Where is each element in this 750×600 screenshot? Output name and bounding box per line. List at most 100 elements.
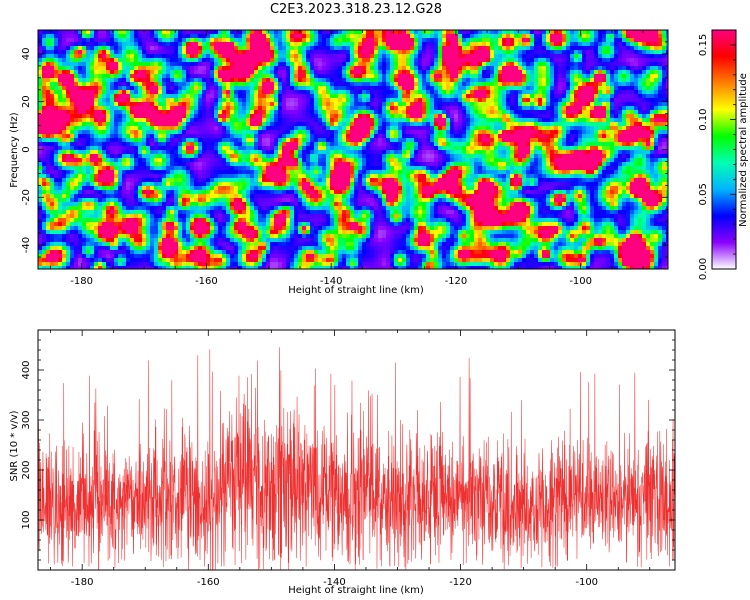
spectrogram-cell bbox=[58, 70, 63, 75]
spectrogram-cell bbox=[278, 142, 283, 147]
spectrogram-cell bbox=[134, 142, 139, 147]
spectrogram-cell bbox=[382, 130, 387, 135]
spectrogram-cell bbox=[662, 94, 667, 99]
spectrogram-cell bbox=[146, 138, 151, 143]
spectrogram-cell bbox=[410, 38, 415, 43]
spectrogram-cell bbox=[298, 78, 303, 83]
spectrogram-cell bbox=[322, 118, 327, 123]
spectrogram-cell bbox=[534, 58, 539, 63]
spectrogram-cell bbox=[666, 50, 668, 55]
spectrogram-cell bbox=[366, 74, 371, 79]
spectrogram-cell bbox=[346, 114, 351, 119]
spectrogram-cell bbox=[318, 118, 323, 123]
spectrogram-cell bbox=[554, 82, 559, 87]
spectrogram-cell bbox=[430, 66, 435, 71]
spectrogram-cell bbox=[634, 110, 639, 115]
spectrogram-cell bbox=[310, 150, 315, 155]
spectrogram-cell bbox=[170, 146, 175, 151]
spectrogram-cell bbox=[638, 58, 643, 63]
spectrogram-cell bbox=[262, 110, 267, 115]
spectrogram-cell bbox=[494, 42, 499, 47]
spectrogram-cell bbox=[566, 78, 571, 83]
spectrogram-cell bbox=[558, 146, 563, 151]
spectrogram-cell bbox=[654, 42, 659, 47]
spectrogram-cell bbox=[510, 82, 515, 87]
spectrogram-cell bbox=[470, 50, 475, 55]
spectrogram-cell bbox=[490, 146, 495, 151]
spectrogram-cell bbox=[138, 154, 143, 159]
spectrogram-cell bbox=[274, 54, 279, 59]
spectrogram-cell bbox=[82, 110, 87, 115]
spectrogram-cell bbox=[434, 114, 439, 119]
spectrogram-cell bbox=[186, 86, 191, 91]
spectrogram-cell bbox=[434, 90, 439, 95]
spectrogram-cell bbox=[246, 74, 251, 79]
spectrogram-cell bbox=[58, 78, 63, 83]
spectrogram-cell bbox=[98, 50, 103, 55]
spectrogram-cell bbox=[94, 34, 99, 39]
spectrogram-cell bbox=[498, 98, 503, 103]
spectrogram-cell bbox=[362, 102, 367, 107]
spectrogram-cell bbox=[66, 134, 71, 139]
spectrogram-cell bbox=[570, 50, 575, 55]
spectrogram-cell bbox=[342, 70, 347, 75]
spectrogram-cell bbox=[622, 34, 627, 39]
spectrogram-cell bbox=[90, 50, 95, 55]
spectrogram-cell bbox=[138, 66, 143, 71]
spectrogram-cell bbox=[558, 142, 563, 147]
spectrogram-cell bbox=[342, 94, 347, 99]
spectrogram-cell bbox=[482, 42, 487, 47]
spectrogram-cell bbox=[638, 82, 643, 87]
spectrogram-cell bbox=[310, 66, 315, 71]
spectrogram-cell bbox=[394, 54, 399, 59]
spectrogram-cell bbox=[378, 54, 383, 59]
spectrogram-cell bbox=[78, 142, 83, 147]
spectrogram-cell bbox=[622, 82, 627, 87]
spectrogram-cell bbox=[410, 114, 415, 119]
spectrogram-cell bbox=[106, 62, 111, 67]
spectrogram-cell bbox=[298, 102, 303, 107]
spectrogram-cell bbox=[398, 150, 403, 155]
spectrogram-cell bbox=[574, 102, 579, 107]
spectrogram-cell bbox=[274, 94, 279, 99]
spectrogram-cell bbox=[242, 138, 247, 143]
spectrogram-cell bbox=[658, 138, 663, 143]
spectrogram-cell bbox=[358, 94, 363, 99]
spectrogram-cell bbox=[78, 58, 83, 63]
spectrogram-cell bbox=[186, 114, 191, 119]
spectrogram-cell bbox=[158, 138, 163, 143]
spectrogram-cell bbox=[594, 62, 599, 67]
spectrogram-cell bbox=[510, 62, 515, 67]
spectrogram-cell bbox=[94, 106, 99, 111]
spectrogram-cell bbox=[614, 106, 619, 111]
spectrogram-cell bbox=[398, 130, 403, 135]
spectrogram-cell bbox=[250, 66, 255, 71]
spectrogram-cell bbox=[418, 62, 423, 67]
spectrogram-cell bbox=[50, 70, 55, 75]
spectrogram-cell bbox=[122, 38, 127, 43]
spectrogram-cell bbox=[650, 74, 655, 79]
spectrogram-cell bbox=[150, 46, 155, 51]
spectrogram-cell bbox=[566, 110, 571, 115]
spectrogram-cell bbox=[130, 106, 135, 111]
spectrogram-cell bbox=[334, 138, 339, 143]
spectrogram-cell bbox=[234, 114, 239, 119]
spectrogram-cell bbox=[106, 146, 111, 151]
spectrogram-cell bbox=[298, 114, 303, 119]
spectrogram-cell bbox=[642, 106, 647, 111]
spectrogram-cell bbox=[390, 94, 395, 99]
spectrogram-cell bbox=[498, 30, 503, 35]
spectrogram-cell bbox=[394, 118, 399, 123]
spectrogram-cell bbox=[82, 150, 87, 155]
spectrogram-cell bbox=[478, 58, 483, 63]
spectrogram-cell bbox=[234, 94, 239, 99]
spectrogram-cell bbox=[330, 122, 335, 127]
spectrogram-cell bbox=[630, 74, 635, 79]
spectrogram-cell bbox=[226, 118, 231, 123]
spectrogram-cell bbox=[210, 30, 215, 35]
spectrogram-cell bbox=[246, 90, 251, 95]
spectrogram-cell bbox=[642, 82, 647, 87]
spectrogram-cell bbox=[478, 106, 483, 111]
spectrogram-cell bbox=[382, 54, 387, 59]
spectrogram-cell bbox=[462, 106, 467, 111]
